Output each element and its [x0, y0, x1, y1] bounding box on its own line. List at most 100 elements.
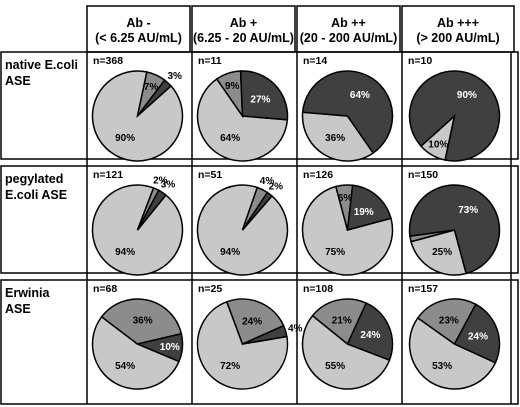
column-subtitle: (6.25 - 20 AU/mL) — [193, 31, 294, 45]
sample-size-label: n=51 — [198, 169, 223, 181]
slice-label: 3% — [167, 71, 182, 82]
slice-label: 55% — [325, 361, 345, 372]
sample-size-label: n=10 — [408, 55, 433, 67]
pie-cell: n=11 64% 9% 27% — [192, 52, 297, 162]
row-label-native-ecoli: native E.coli ASE — [5, 57, 78, 89]
sample-size-label: n=11 — [198, 55, 222, 67]
column-title: Ab - — [126, 16, 151, 30]
pie-cell: n=108 55% 21% 24% — [297, 280, 402, 404]
slice-label: 54% — [115, 361, 135, 372]
pie-cell: n=10 10% 90% — [402, 52, 511, 162]
sample-size-label: n=126 — [303, 169, 334, 181]
row-label-erwinia: Erwinia ASE — [5, 285, 49, 317]
slice-label: 24% — [360, 330, 380, 341]
slice-label: 9% — [225, 81, 240, 92]
pie-chart: 94% 4%2% — [196, 176, 289, 276]
pie-slice — [410, 229, 468, 276]
pie-chart: 94% 2%3% — [91, 176, 184, 276]
pie-chart: 10% 90% — [408, 70, 501, 162]
pie-slice — [346, 184, 392, 232]
slice-label: 94% — [220, 247, 240, 258]
row-label-line: Erwinia — [5, 286, 50, 300]
slice-label: 2% — [269, 182, 284, 193]
pie-slice — [135, 332, 184, 363]
pie-slice — [225, 298, 285, 346]
pie-chart: 64% 9% 27% — [196, 70, 289, 162]
column-subtitle: (> 200 AU/mL) — [416, 31, 500, 45]
pie-slice — [311, 298, 368, 346]
slice-label: 10% — [428, 140, 448, 151]
slice-label: 73% — [458, 205, 478, 216]
pie-slice — [100, 298, 183, 345]
slice-label: 6% — [338, 193, 353, 204]
slice-label: 36% — [325, 133, 345, 144]
row-label-line: ASE — [5, 302, 31, 316]
slice-label: 90% — [115, 133, 135, 144]
pie-slice — [239, 70, 289, 121]
slice-label: 36% — [133, 315, 153, 326]
column-title: Ab ++ — [331, 16, 366, 30]
pie-slice — [301, 70, 394, 154]
slice-label: 24% — [242, 317, 262, 328]
pie-slice — [301, 111, 375, 162]
slice-label: 19% — [354, 207, 374, 218]
row-label-line: E.coli ASE — [5, 188, 68, 202]
slice-label: 64% — [220, 133, 240, 144]
pie-cell: n=25 72% 24% 4% — [192, 280, 303, 404]
slice-label: 75% — [325, 247, 345, 258]
slice-label: 25% — [432, 247, 452, 258]
slice-label: 10% — [160, 342, 180, 353]
pie-chart: 72% 24% 4% — [196, 298, 303, 390]
slice-label: 72% — [220, 361, 240, 372]
pie-chart: 55% 21% 24% — [301, 298, 394, 390]
sample-size-label: n=68 — [93, 283, 118, 295]
pie-cell: n=150 25% 73% — [402, 166, 511, 276]
pie-slice — [242, 324, 288, 345]
slice-label: 24% — [468, 332, 488, 343]
pie-cell: n=14 36% 64% — [297, 52, 402, 162]
pie-cell: n=126 75% 6% 19% — [297, 166, 402, 276]
column-subtitle: (< 6.25 AU/mL) — [95, 31, 182, 45]
sample-size-label: n=121 — [93, 169, 124, 181]
sample-size-label: n=108 — [303, 283, 334, 295]
column-header-ab-pos: Ab + (6.25 - 20 AU/mL) — [192, 16, 295, 46]
pie-cell: n=68 54% 36% 10% — [87, 280, 192, 404]
slice-label: 64% — [350, 90, 370, 101]
column-subtitle: (20 - 200 AU/mL) — [299, 31, 398, 45]
row-label-line: native E.coli — [5, 58, 78, 72]
column-header-ab-neg: Ab - (< 6.25 AU/mL) — [87, 16, 190, 46]
column-title: Ab +++ — [436, 16, 480, 30]
slice-label: 90% — [457, 90, 477, 101]
slice-label: 4% — [288, 324, 303, 335]
slice-label: 7% — [144, 82, 159, 93]
slice-label: 4% — [260, 176, 275, 187]
pie-slice — [136, 189, 167, 231]
sample-size-label: n=157 — [408, 283, 439, 295]
pie-cell: n=51 94% 4% 2% — [192, 166, 297, 276]
pie-chart: 36% 64% — [301, 70, 394, 162]
row-label-pegylated-ecoli: pegylated E.coli ASE — [5, 171, 67, 203]
pie-chart: 90% 7% 3% — [91, 70, 184, 162]
pie-cell: n=157 53% 23% 24% — [402, 280, 511, 404]
pie-chart: 25% 73% — [408, 184, 501, 276]
sample-size-label: n=14 — [303, 55, 328, 67]
slice-label: 53% — [432, 361, 452, 372]
column-title: Ab + — [229, 16, 258, 30]
slice-label: 2% — [153, 176, 168, 187]
pie-slice — [136, 79, 172, 117]
slice-label: 3% — [161, 180, 176, 191]
pie-slice — [346, 302, 394, 362]
pie-slice — [408, 316, 497, 390]
column-header-ab-pos2: Ab ++ (20 - 200 AU/mL) — [297, 16, 400, 46]
pie-slice — [91, 315, 180, 390]
pie-slice — [408, 70, 501, 162]
pie-slice — [416, 298, 477, 346]
pie-chart: 75% 6%19% — [301, 184, 394, 276]
slice-label: 27% — [250, 94, 270, 105]
slice-label: 21% — [332, 315, 352, 326]
slice-label: 94% — [115, 247, 135, 258]
pie-slice — [241, 191, 273, 231]
sample-size-label: n=25 — [198, 283, 223, 295]
pie-slice — [196, 78, 289, 162]
